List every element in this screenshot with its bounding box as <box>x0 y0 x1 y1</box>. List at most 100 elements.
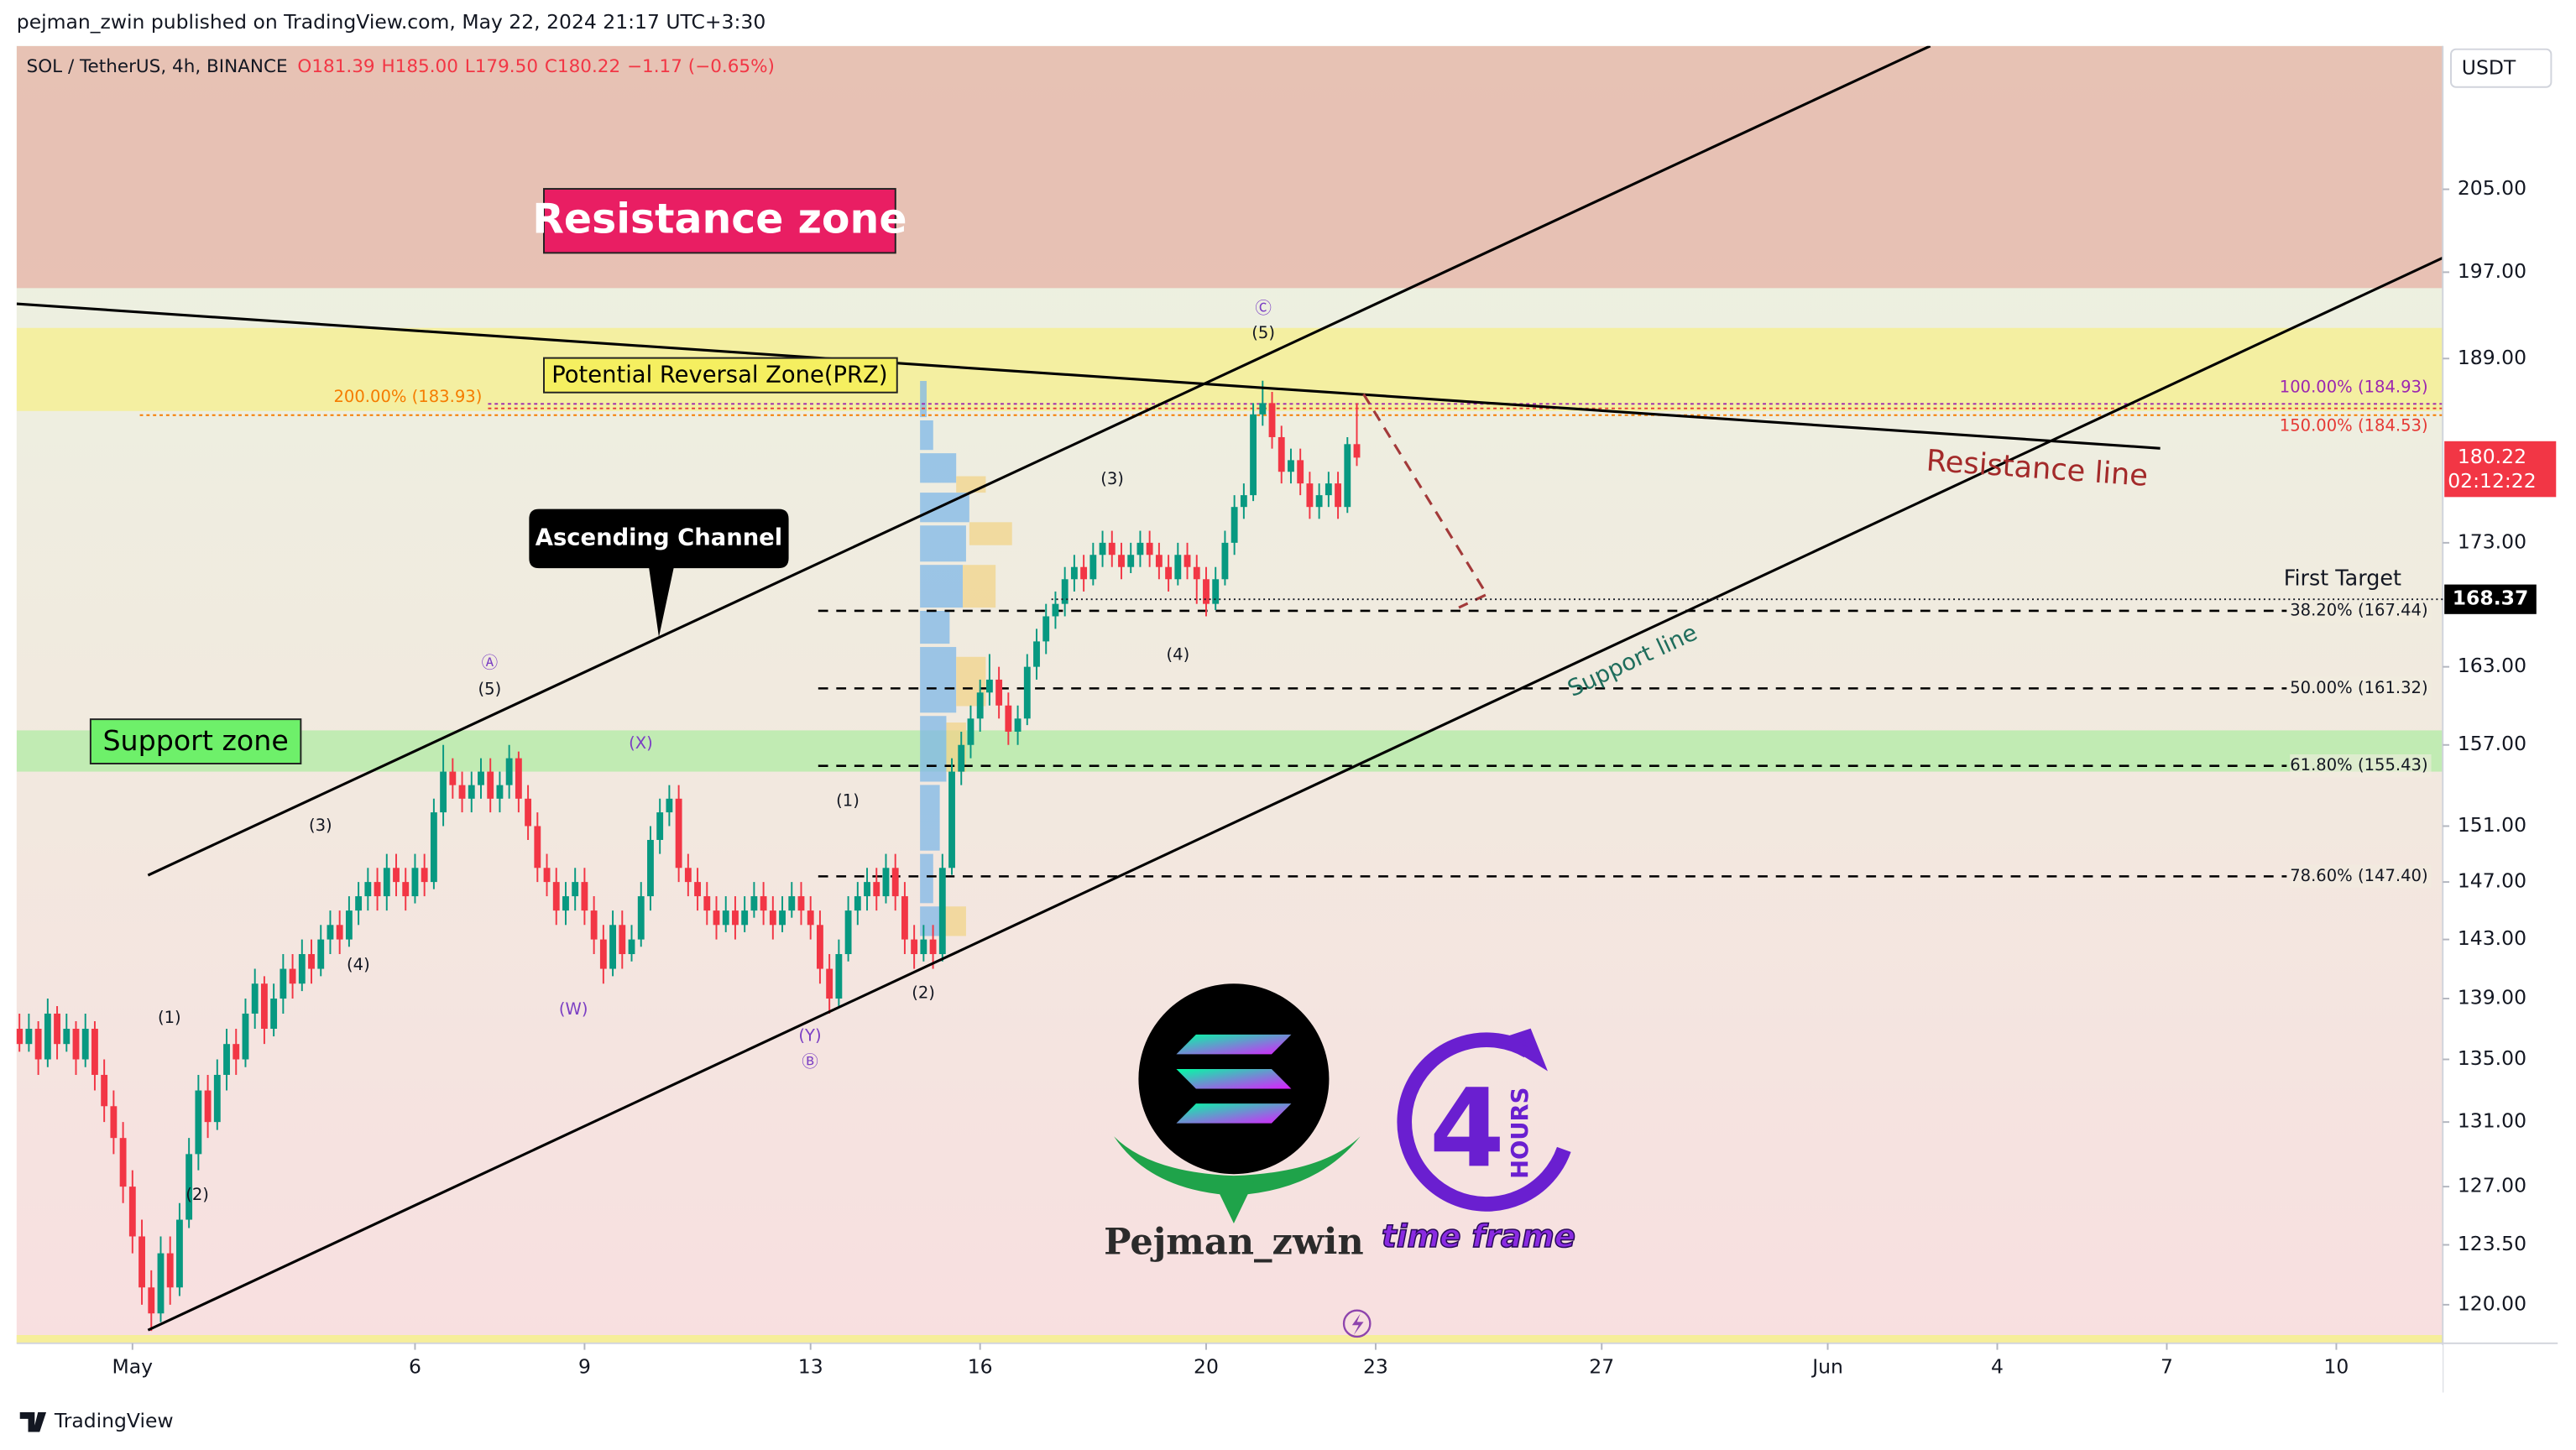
profile-bar <box>920 853 933 904</box>
y-tick-label: 143.00 <box>2458 926 2526 950</box>
candle-body <box>34 1028 42 1060</box>
x-tick-label: 13 <box>798 1355 823 1379</box>
y-tick-label: 163.00 <box>2458 654 2526 677</box>
candle-body <box>505 758 513 785</box>
zones <box>16 45 2443 772</box>
x-tick-label: 6 <box>409 1355 421 1379</box>
y-tick-label: 151.00 <box>2458 813 2526 837</box>
candle-body <box>195 1090 202 1155</box>
candle-body <box>1212 579 1220 604</box>
candle-body <box>1155 555 1163 567</box>
candle-body <box>101 1074 108 1107</box>
y-tick-label: 135.00 <box>2458 1046 2526 1070</box>
logo-swoosh <box>1114 1136 1361 1196</box>
channel-label: Ascending Channel <box>536 524 782 550</box>
profile-bar <box>943 906 966 936</box>
candle-body <box>233 1044 240 1060</box>
candle-body <box>1136 542 1144 555</box>
channel-lower <box>147 256 2443 1332</box>
candle-body <box>138 1236 145 1288</box>
hours-arrow <box>1496 1028 1548 1072</box>
candle-body <box>1080 566 1088 580</box>
logo-swoosh <box>1212 1179 1256 1223</box>
trend-lines <box>16 45 2443 1332</box>
wave-label: (4) <box>1167 644 1190 664</box>
candle-body <box>609 925 617 969</box>
candle-body <box>901 896 908 940</box>
candle-body <box>741 910 749 926</box>
candle-body <box>1061 579 1069 604</box>
candle-body <box>599 939 607 969</box>
support-zone-label: Support zone <box>102 724 288 757</box>
candle-body <box>1070 566 1078 580</box>
currency: USDT <box>2462 56 2516 80</box>
candle-body <box>280 968 287 999</box>
candle-body <box>317 939 325 969</box>
candle-body <box>1353 444 1361 458</box>
candle-body <box>543 868 551 883</box>
profile-bar <box>920 420 933 451</box>
event-icon <box>1342 1309 1372 1338</box>
wave-label: Ⓒ <box>1255 298 1272 317</box>
wave-label: (Y) <box>798 1025 821 1045</box>
candle-body <box>1193 566 1200 580</box>
fib-label: 200.00% (183.93) <box>334 387 483 406</box>
candle-body <box>684 868 692 883</box>
candle-body <box>251 983 259 1014</box>
time-axis <box>16 1344 2443 1393</box>
legend: SOL / TetherUS, 4h, BINANCE O181.39 H185.0… <box>27 56 775 77</box>
candle-body <box>355 896 363 911</box>
candle-body <box>1014 718 1022 732</box>
logo-caption: time frame <box>1382 1218 1575 1254</box>
zone <box>16 327 2443 411</box>
solana-bar <box>1176 1103 1292 1124</box>
hours-unit: HOURS <box>1507 1088 1534 1179</box>
open: O181.39 <box>297 56 374 77</box>
candle-body <box>552 882 560 911</box>
profile-bar <box>920 565 964 608</box>
volume-profile <box>920 381 1012 936</box>
fib-label-bg <box>2290 864 2432 889</box>
candle-body <box>1146 542 1153 555</box>
candle-body <box>1108 542 1116 555</box>
candle-body <box>854 896 861 911</box>
candle-body <box>637 896 645 940</box>
candle-body <box>1089 555 1097 580</box>
wave-label: Ⓐ <box>482 653 499 672</box>
candle-body <box>647 839 654 897</box>
fib-label: 100.00% (184.93) <box>2280 377 2428 396</box>
solana-bar <box>1176 1034 1292 1055</box>
target-badge-label: 168.37 <box>2453 587 2529 610</box>
candle-body <box>364 882 372 897</box>
candle-body <box>260 983 268 1029</box>
candle-body <box>430 812 437 883</box>
wave-label: (3) <box>309 816 332 835</box>
candle-body <box>515 758 522 799</box>
y-tick-label: 157.00 <box>2458 732 2526 755</box>
candle-body <box>213 1074 221 1123</box>
prz-box <box>543 357 898 394</box>
candle-body <box>1165 566 1173 580</box>
candle-body <box>1268 403 1276 437</box>
candle-body <box>835 954 843 999</box>
candle-body <box>458 785 466 799</box>
candle-body <box>1127 555 1135 567</box>
candle-body <box>779 910 786 926</box>
candle-body <box>1335 483 1341 508</box>
candle-body <box>16 1028 24 1045</box>
y-tick-label: 147.00 <box>2458 869 2526 893</box>
hours-number: 4 <box>1429 1066 1505 1192</box>
event-icon <box>1351 1313 1364 1336</box>
candle-body <box>1221 542 1229 580</box>
candle-body <box>619 925 626 955</box>
zone <box>16 45 2443 289</box>
legend: SOL / TetherUS, 4h, BINANCE O181.39 H185.0… <box>27 56 775 77</box>
candle-body <box>44 1013 51 1060</box>
logo-author: Pejman_zwin <box>1104 1221 1364 1263</box>
profile-bar <box>963 565 996 608</box>
resistance-zone-box <box>543 188 896 254</box>
candle-body <box>1315 495 1323 508</box>
candle-body <box>91 1028 98 1075</box>
fib-label: 50.00% (161.32) <box>2290 678 2427 697</box>
candle-body <box>948 771 955 868</box>
